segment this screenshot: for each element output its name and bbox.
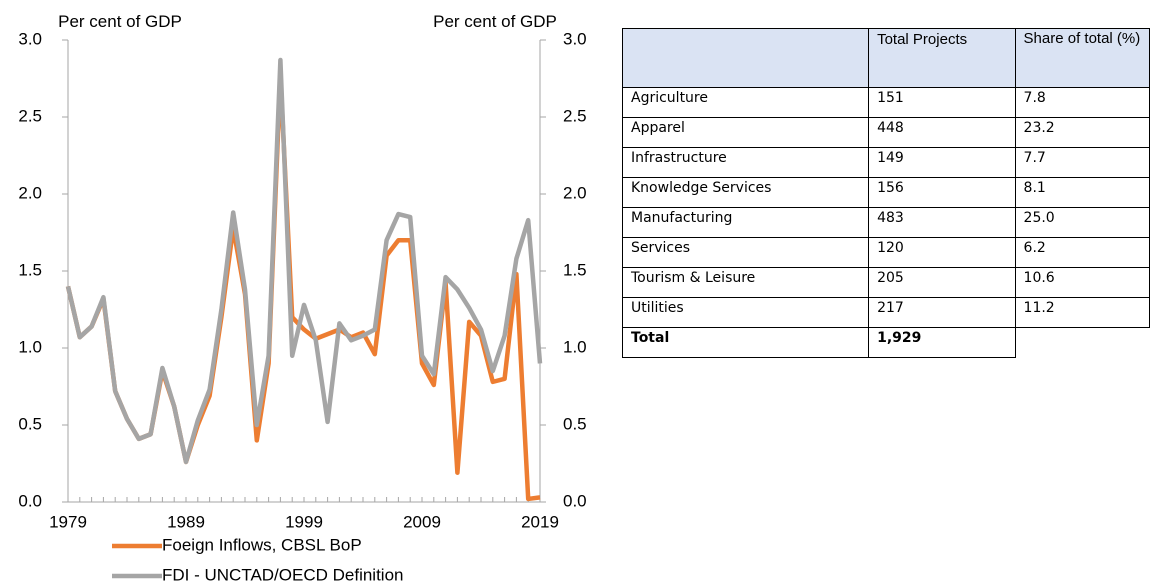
x-tick-label: 1989 [167,512,205,531]
number-cell: 217 [868,297,1016,328]
table-row: Knowledge Services 156 8.1 [621,177,1150,208]
total-cell: 1,929 [868,327,1016,358]
y-tick-label: 2.0 [18,183,42,202]
sector-cell: Apparel [621,117,870,148]
sector-cell: Manufacturing [621,207,870,238]
number-cell: 151 [868,87,1016,118]
empty-cell [1015,328,1149,358]
table-row: Tourism & Leisure 205 10.6 [621,267,1150,298]
table-row: Agriculture 151 7.8 [621,87,1150,118]
header-row: Total Projects Share of total (%) [621,28,1150,88]
projects-table: Total Projects Share of total (%) Agricu… [621,28,1150,358]
y2-tick-label: 0.5 [563,414,587,433]
sector-cell: Knowledge Services [621,177,870,208]
sector-cell: Tourism & Leisure [621,267,870,298]
x-tick-label: 1979 [49,512,87,531]
number-cell: 483 [868,207,1016,238]
x-tick-label: 1999 [285,512,323,531]
y2-tick-label: 1.5 [563,260,587,279]
number-cell: 7.7 [1014,147,1150,178]
column-header: Share of total (%) [1014,28,1150,88]
column-header: Total Projects [868,28,1016,88]
number-cell: 7.8 [1014,87,1150,118]
number-cell: 6.2 [1014,237,1150,268]
table-row: Utilities 217 11.2 [621,297,1150,328]
y2-tick-label: 2.0 [563,183,587,202]
y2-tick-label: 2.5 [563,106,587,125]
y-tick-label: 1.0 [18,337,42,356]
sector-cell: Services [621,237,870,268]
number-cell: 10.6 [1014,267,1150,298]
table-row: Infrastructure 149 7.7 [621,147,1150,178]
y-tick-label: 0.5 [18,414,42,433]
sector-cell: Utilities [621,297,870,328]
total-row: Total 1,929 [621,327,1150,358]
table-row: Manufacturing 483 25.0 [621,207,1150,238]
y2-tick-label: 1.0 [563,337,587,356]
x-tick-label: 2009 [403,512,441,531]
legend-label: FDI - UNCTAD/OECD Definition [162,565,404,584]
number-cell: 11.2 [1014,297,1150,328]
corner-cell [621,28,870,88]
table-row: Apparel 448 23.2 [621,117,1150,148]
number-cell: 25.0 [1014,207,1150,238]
y2-tick-label: 3.0 [563,29,587,48]
number-cell: 120 [868,237,1016,268]
series-line [65,57,543,465]
sector-cell: Infrastructure [621,147,870,178]
x-tick-label: 2019 [521,512,559,531]
y-tick-label: 1.5 [18,260,42,279]
table-body: Agriculture 151 7.8 Apparel 448 23.2 Infrastru… [621,87,1150,358]
number-cell: 23.2 [1014,117,1150,148]
sector-cell: Agriculture [621,87,870,118]
y-axis-label: Per cent of GDP [58,12,182,31]
number-cell: 149 [868,147,1016,178]
number-cell: 448 [868,117,1016,148]
chart: 0.0 0.5 1.0 1.5 2.0 2.5 3.0 0.0 0.5 1.0 1.5 2.0 2.5 3… [18,29,587,584]
number-cell: 8.1 [1014,177,1150,208]
number-cell: 156 [868,177,1016,208]
y-tick-label: 2.5 [18,106,42,125]
y2-tick-label: 0.0 [563,491,587,510]
y-tick-label: 0.0 [18,491,42,510]
number-cell: 205 [868,267,1016,298]
table-row: Services 120 6.2 [621,237,1150,268]
y-tick-label: 3.0 [18,29,42,48]
y2-axis-label: Per cent of GDP [433,12,557,31]
legend-label: Foeign Inflows, CBSL BoP [162,535,362,554]
total-cell: Total [621,327,870,358]
